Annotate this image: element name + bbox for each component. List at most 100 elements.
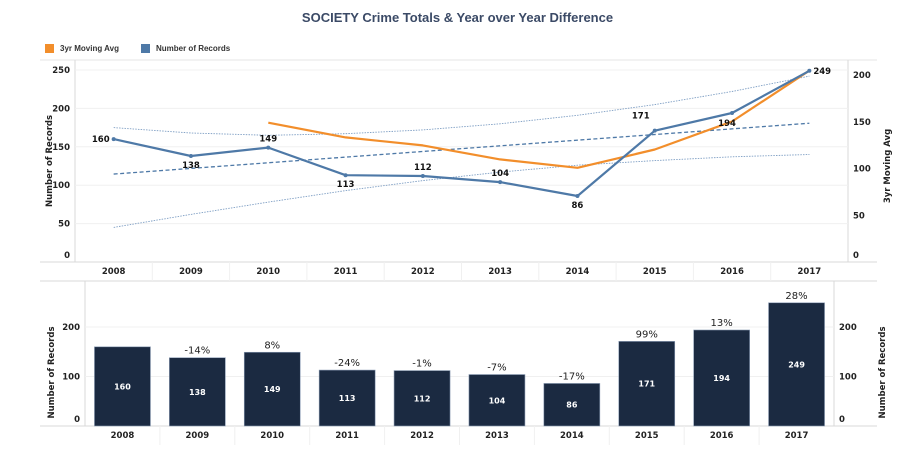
top-x-tick-label: 2008 [102, 267, 126, 277]
left-y-tick-label: 50 [58, 220, 70, 230]
lower-confidence-band [113, 154, 810, 228]
legend-swatch-records [140, 43, 150, 53]
records-point [420, 173, 425, 178]
records-data-label: 112 [414, 163, 432, 173]
left-y-axis-title: Number of Records [45, 115, 55, 207]
bar [393, 370, 451, 427]
moving-avg-line [268, 69, 811, 169]
bottom-left-y-tick-label: 0 [74, 415, 80, 425]
bottom-x-tick-label: 2013 [485, 431, 509, 441]
bar [768, 302, 825, 427]
bar-value-label: 149 [264, 385, 281, 394]
records-point [266, 145, 271, 150]
bottom-x-tick-label: 2009 [186, 431, 210, 441]
right-y-tick-label: 200 [853, 71, 871, 81]
bottom-x-tick-label: 2010 [260, 431, 284, 441]
bar [169, 357, 226, 427]
top-x-tick-label: 2010 [256, 267, 280, 277]
upper-confidence-band [113, 75, 810, 136]
right-y-axis-title: 3yr Moving Avg [883, 129, 893, 203]
bottom-right-y-tick-label: 0 [839, 415, 845, 425]
chart-title: SOCIETY Crime Totals & Year over Year Di… [301, 10, 614, 25]
bar-pct-change-label: -14% [184, 346, 210, 357]
legend: 3yr Moving Avg Number of Records [45, 41, 230, 55]
top-x-tick-label: 2014 [566, 267, 590, 277]
bar [693, 329, 750, 427]
records-data-label: 113 [337, 180, 355, 190]
records-data-label: 194 [718, 119, 736, 129]
records-data-label: 149 [259, 135, 277, 145]
records-point [343, 173, 348, 178]
top-chart-trend [113, 75, 810, 228]
left-y-tick-label: 150 [52, 143, 70, 153]
top-x-tick-label: 2017 [798, 267, 822, 277]
bottom-left-y-tick-label: 200 [62, 323, 80, 333]
top-x-tick-label: 2011 [334, 267, 358, 277]
right-y-tick-label: 100 [853, 165, 871, 175]
right-y-tick-label: 0 [853, 251, 859, 261]
left-y-tick-label: 250 [52, 66, 70, 76]
records-point [575, 193, 580, 198]
bottom-x-tick-label: 2015 [635, 431, 659, 441]
bottom-left-y-tick-label: 100 [62, 373, 80, 383]
bar-pct-change-label: 8% [264, 340, 280, 351]
legend-label-records: Number of Records [155, 43, 231, 53]
bar [94, 346, 151, 427]
left-y-tick-label: 200 [52, 104, 70, 114]
bar-value-label: 194 [713, 374, 730, 383]
bar [243, 351, 301, 427]
bottom-right-y-axis-title: Number of Records [878, 326, 888, 418]
right-y-tick-label: 150 [853, 118, 871, 128]
bar-value-label: 171 [638, 380, 655, 389]
bar-pct-change-label: -1% [412, 359, 431, 370]
bar-value-label: 86 [566, 401, 578, 410]
bottom-x-tick-label: 2008 [111, 431, 135, 441]
right-y-tick-label: 50 [853, 211, 865, 221]
bar-pct-change-label: 28% [785, 291, 807, 302]
bottom-chart-bars [94, 302, 825, 427]
bar-value-label: 113 [339, 394, 356, 403]
bar [618, 341, 676, 427]
records-data-label: 138 [182, 161, 200, 171]
top-x-tick-label: 2012 [411, 267, 435, 277]
bottom-left-y-axis-title: Number of Records [47, 326, 57, 418]
records-point [807, 68, 812, 73]
bar-pct-change-label: 99% [636, 329, 658, 340]
records-point [111, 137, 116, 142]
bottom-right-y-tick-label: 100 [839, 373, 857, 383]
top-x-tick-label: 2009 [179, 267, 203, 277]
trend-line [113, 122, 810, 175]
records-data-label: 171 [632, 112, 650, 122]
records-data-label: 160 [92, 135, 110, 145]
records-point [188, 154, 193, 159]
legend-label-moving-avg: 3yr Moving Avg [60, 43, 119, 53]
records-data-label: 104 [491, 169, 509, 179]
bottom-chart-labels: 160 2008 138 -14% 2009 149 8% 2010 113 -24% 2011 11… [111, 291, 809, 441]
bar-value-label: 104 [489, 396, 506, 405]
top-x-tick-label: 2016 [720, 267, 744, 277]
bar [543, 383, 601, 427]
bar-pct-change-label: -24% [334, 358, 360, 369]
bottom-chart-grid: 0 0 100 100 200 200 Number of Records Number of… [40, 281, 888, 445]
bar-pct-change-label: -7% [487, 363, 506, 374]
bar [468, 374, 526, 427]
bottom-x-tick-label: 2014 [560, 431, 584, 441]
bar-value-label: 249 [788, 360, 805, 369]
records-point [652, 128, 657, 133]
records-data-label: 86 [572, 201, 584, 211]
top-chart-lines [111, 68, 812, 198]
bar-value-label: 138 [189, 388, 206, 397]
top-x-tick-label: 2015 [643, 267, 667, 277]
bottom-x-tick-label: 2016 [710, 431, 734, 441]
legend-item-moving-avg[interactable]: 3yr Moving Avg [45, 43, 119, 53]
left-y-tick-label: 100 [52, 181, 70, 191]
legend-item-records[interactable]: Number of Records [140, 43, 231, 53]
bar-pct-change-label: -17% [559, 371, 585, 382]
bottom-x-tick-label: 2011 [335, 431, 359, 441]
legend-swatch-moving-avg [45, 43, 54, 53]
left-y-tick-label: 0 [64, 251, 70, 261]
bar-value-label: 112 [414, 394, 431, 403]
records-line [113, 69, 810, 198]
